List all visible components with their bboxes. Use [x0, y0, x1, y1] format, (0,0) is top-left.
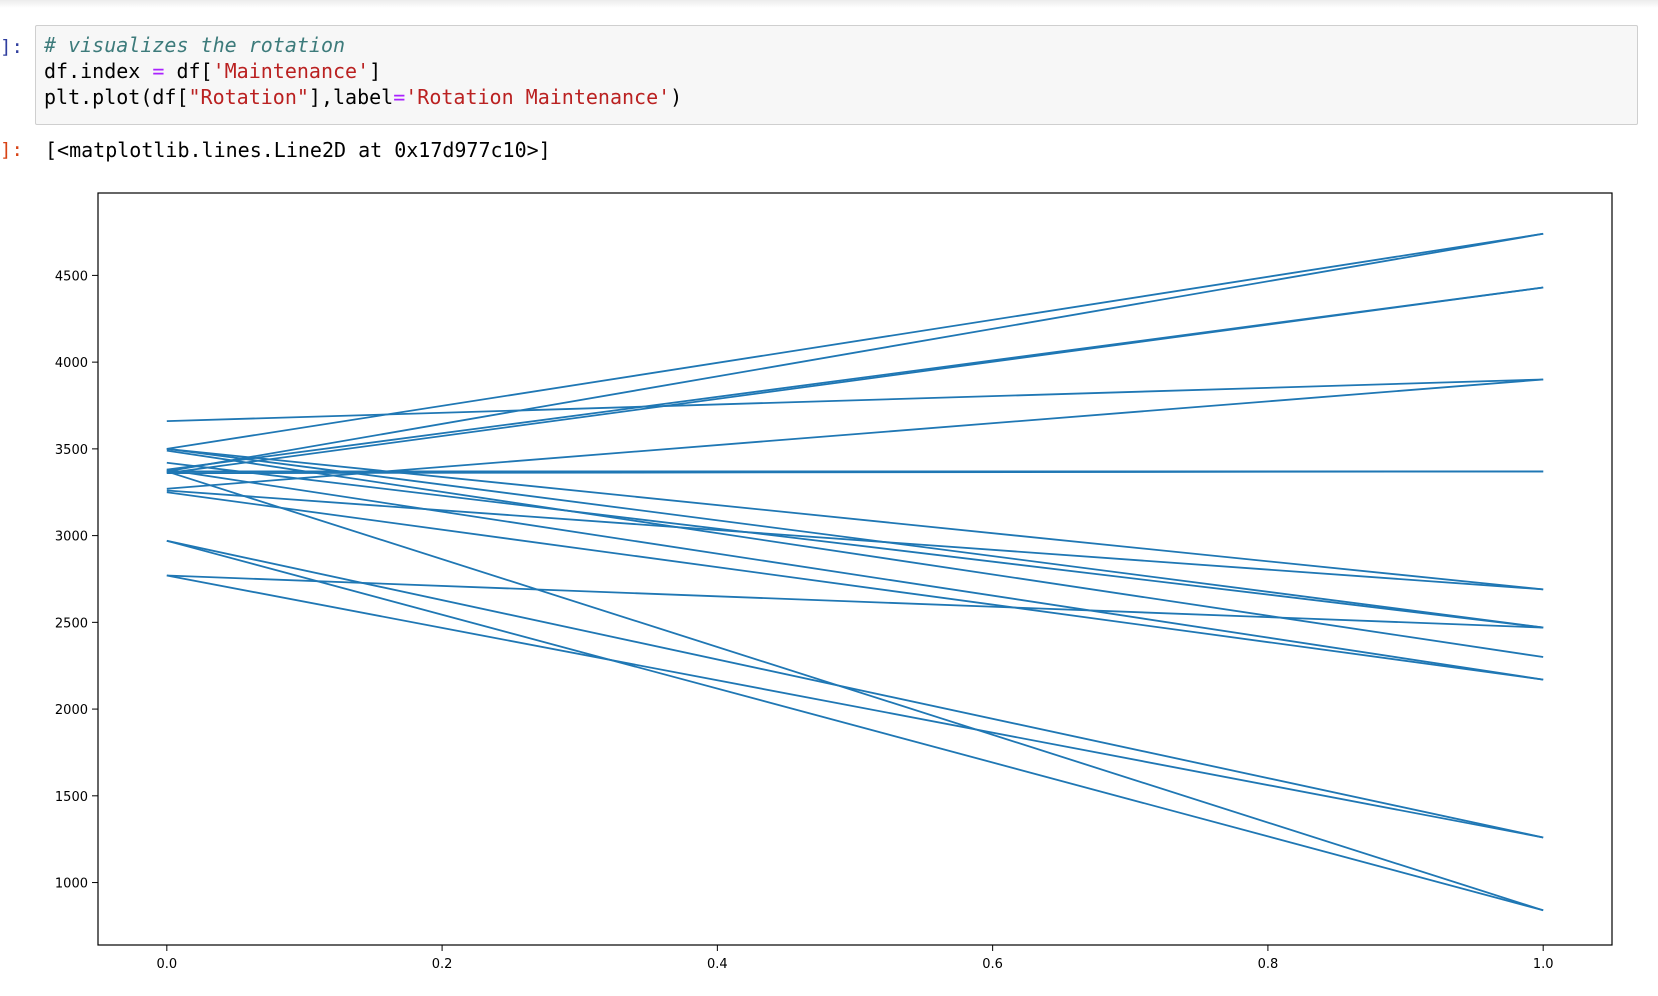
- input-prompt: ]:: [0, 36, 23, 58]
- y-tick-label: 3500: [55, 443, 88, 458]
- code-operator: =: [152, 59, 165, 83]
- x-tick-label: 0.2: [432, 957, 453, 972]
- code-string: 'Maintenance': [212, 59, 370, 83]
- x-tick-label: 0.0: [156, 957, 177, 972]
- code-comment: # visualizes the rotation: [44, 33, 346, 57]
- code-token: plt.plot(df[: [44, 85, 189, 109]
- series-line-segment: [166, 468, 1544, 681]
- x-tick-label: 0.6: [982, 957, 1003, 972]
- code-string: "Rotation": [188, 85, 309, 109]
- series-line-segment: [166, 447, 1544, 591]
- y-tick-label: 4500: [55, 269, 88, 284]
- y-axis: 1000 1500 2000 2500 3000 3500 4000 4500: [55, 269, 98, 892]
- series-line-segment: [166, 489, 1544, 591]
- output-prompt: ]:: [0, 139, 23, 161]
- code-token: df[: [164, 59, 213, 83]
- series-line-segment: [166, 449, 1544, 658]
- axes-frame: [97, 192, 1613, 946]
- series-line-segment: [166, 232, 1544, 473]
- series-line-segment: [166, 539, 1544, 839]
- code-line-2: df.index = df['Maintenance']: [44, 58, 381, 85]
- series-line-segment: [166, 378, 1544, 423]
- code-string: 'Rotation Maintenance': [405, 85, 671, 109]
- y-tick-label: 2000: [55, 703, 88, 718]
- code-line-1: # visualizes the rotation: [44, 32, 345, 59]
- x-axis: 0.0 0.2 0.4 0.6 0.8 1.0: [156, 945, 1554, 972]
- code-line-3: plt.plot(df["Rotation"],label='Rotation …: [44, 84, 682, 111]
- y-tick-label: 1500: [55, 790, 88, 805]
- y-tick-label: 2500: [55, 616, 88, 631]
- series-lines: [166, 232, 1544, 912]
- x-tick-label: 0.8: [1258, 957, 1279, 972]
- y-tick-label: 3000: [55, 530, 88, 545]
- series-line-segment: [166, 461, 1544, 629]
- series-line-segment: [166, 574, 1544, 839]
- code-operator: =: [393, 85, 406, 109]
- series-line-segment: [166, 447, 1544, 629]
- x-tick-label: 0.4: [707, 957, 728, 972]
- x-tick-label: 1.0: [1533, 957, 1554, 972]
- code-cell[interactable]: # visualizes the rotation df.index = df[…: [35, 25, 1638, 125]
- output-repr: [<matplotlib.lines.Line2D at 0x17d977c10…: [45, 138, 551, 162]
- code-token: ): [670, 85, 683, 109]
- y-tick-label: 4000: [55, 356, 88, 371]
- y-tick-label: 1000: [55, 877, 88, 892]
- code-token: ]: [369, 59, 382, 83]
- series-line-segment: [166, 574, 1544, 629]
- series-line-segment: [166, 491, 1544, 681]
- code-token: ],label: [308, 85, 394, 109]
- series-line-segment: [166, 539, 1544, 912]
- code-token: df.index: [44, 59, 153, 83]
- notebook-top-edge: [0, 0, 1658, 8]
- series-line-segment: [166, 286, 1544, 471]
- series-line-segment: [166, 232, 1544, 450]
- series-line-segment: [166, 470, 1544, 912]
